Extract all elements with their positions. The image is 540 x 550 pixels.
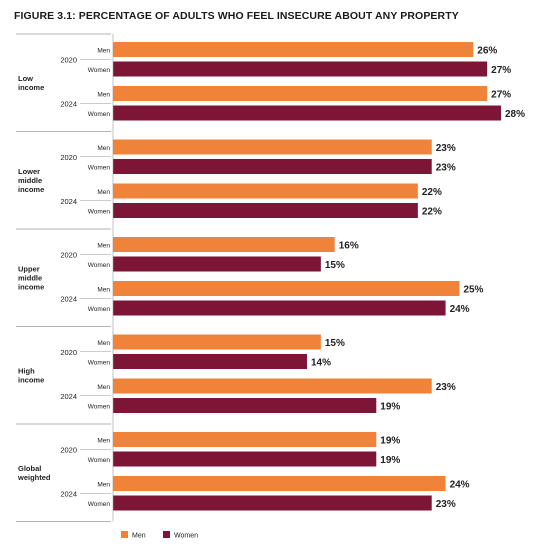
bar-men <box>113 42 474 57</box>
bar-women <box>113 300 446 316</box>
value-label: 27% <box>491 65 511 76</box>
legend-swatch-women <box>163 531 170 538</box>
gender-label: Men <box>97 48 110 55</box>
gender-label: Women <box>88 165 111 172</box>
gender-label: Men <box>97 438 110 445</box>
legend-label: Women <box>174 533 198 540</box>
gender-label: Women <box>88 306 111 313</box>
group-label: weighted <box>17 473 51 482</box>
year-label: 2024 <box>60 99 77 108</box>
bar-men <box>113 281 460 296</box>
group-label: income <box>18 376 44 385</box>
year-label: 2020 <box>60 55 77 64</box>
bar-women <box>113 61 488 77</box>
gender-label: Women <box>88 457 111 464</box>
value-label: 25% <box>463 285 483 296</box>
year-label: 2020 <box>60 445 77 454</box>
gender-label: Women <box>88 67 111 74</box>
bar-men <box>113 183 418 199</box>
bar-women <box>113 105 501 121</box>
group-label: Low <box>18 74 33 83</box>
group-label: income <box>18 185 44 194</box>
bar-women <box>113 451 377 467</box>
gender-label: Men <box>97 482 110 489</box>
bar-women <box>113 256 321 272</box>
bar-men <box>113 378 432 394</box>
value-label: 22% <box>422 207 442 218</box>
group-label: middle <box>18 274 42 283</box>
gender-label: Women <box>88 404 111 411</box>
bar-men <box>113 237 335 252</box>
gender-label: Women <box>88 501 111 508</box>
year-label: 2024 <box>60 392 77 401</box>
value-label: 24% <box>450 480 470 491</box>
gender-label: Women <box>88 360 111 367</box>
gender-label: Women <box>88 262 111 269</box>
year-label: 2024 <box>60 294 77 303</box>
gender-label: Men <box>97 384 110 391</box>
value-label: 23% <box>436 382 456 393</box>
value-label: 19% <box>380 455 400 466</box>
value-label: 22% <box>422 187 442 198</box>
legend-label: Men <box>132 533 146 540</box>
value-label: 15% <box>325 260 345 271</box>
bar-women <box>113 159 432 174</box>
value-label: 19% <box>380 436 400 447</box>
gender-label: Men <box>97 92 110 99</box>
value-label: 19% <box>380 402 400 413</box>
bar-men <box>113 139 432 155</box>
group-label: Lower <box>18 167 40 176</box>
bar-women <box>113 398 377 413</box>
group-label: High <box>18 367 35 376</box>
gender-label: Men <box>97 243 110 250</box>
group-label: Upper <box>18 265 40 274</box>
value-label: 23% <box>436 163 456 174</box>
gender-label: Men <box>97 189 110 196</box>
bar-women <box>113 354 307 369</box>
bar-women <box>113 203 418 218</box>
gender-label: Women <box>88 209 111 216</box>
gender-label: Men <box>97 340 110 347</box>
legend-swatch-men <box>121 531 128 538</box>
bar-women <box>113 495 432 511</box>
group-label: income <box>18 83 44 92</box>
value-label: 27% <box>491 90 511 101</box>
gender-label: Women <box>88 111 111 118</box>
year-label: 2020 <box>60 250 77 259</box>
bar-men <box>113 432 377 447</box>
value-label: 23% <box>436 499 456 510</box>
bar-men <box>113 86 488 101</box>
year-label: 2024 <box>60 489 77 498</box>
value-label: 24% <box>450 304 470 315</box>
year-label: 2020 <box>60 153 77 162</box>
value-label: 15% <box>325 338 345 349</box>
gender-label: Men <box>97 287 110 294</box>
value-label: 16% <box>339 241 359 252</box>
year-label: 2024 <box>60 197 77 206</box>
chart-title: FIGURE 3.1: PERCENTAGE OF ADULTS WHO FEE… <box>14 10 459 22</box>
value-label: 26% <box>477 46 497 57</box>
value-label: 28% <box>505 109 525 120</box>
value-label: 14% <box>311 358 331 369</box>
group-label: income <box>18 283 44 292</box>
year-label: 2020 <box>60 348 77 357</box>
group-label: middle <box>18 176 42 185</box>
bar-men <box>113 334 321 350</box>
value-label: 23% <box>436 143 456 154</box>
gender-label: Men <box>97 145 110 152</box>
group-label: Global <box>18 464 41 473</box>
bar-men <box>113 476 446 491</box>
